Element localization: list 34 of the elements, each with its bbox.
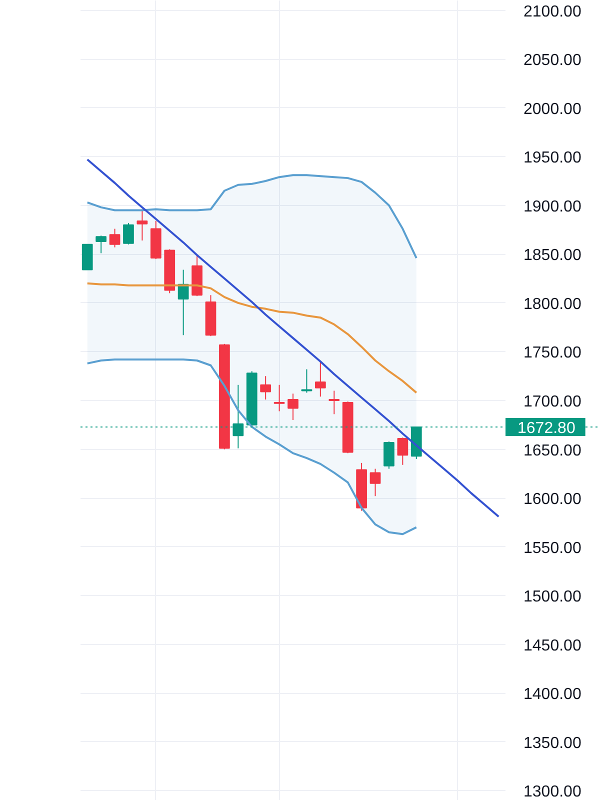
y-tick-label: 1300.00	[524, 784, 582, 800]
y-tick-label: 2000.00	[524, 100, 582, 118]
line-series	[86, 282, 418, 394]
y-tick-label: 1550.00	[524, 540, 582, 557]
line-series	[86, 158, 500, 518]
candlestick	[109, 228, 120, 248]
y-tick-label: 1350.00	[524, 734, 582, 752]
line-series	[86, 358, 418, 536]
y-tick-label: 2100.00	[524, 3, 582, 20]
y-tick-label: 1450.00	[524, 637, 582, 654]
candlestick	[384, 440, 394, 470]
candlestick	[123, 222, 134, 245]
candlestick	[136, 208, 148, 241]
ref-line-label: 1672.80	[518, 420, 576, 438]
candlestick	[397, 437, 408, 466]
y-tick-label: 1750.00	[524, 344, 582, 362]
candlestick	[96, 235, 106, 254]
candlestick	[314, 360, 326, 398]
y-tick-label: 2050.00	[524, 52, 582, 70]
line-series	[86, 174, 418, 260]
candlestick	[288, 393, 298, 421]
y-tick-label: 1650.00	[524, 442, 582, 460]
candlestick	[274, 384, 285, 412]
y-tick-label: 1950.00	[524, 150, 582, 167]
candlestick	[370, 468, 381, 497]
y-tick-label: 1600.00	[524, 491, 582, 508]
candlestick	[260, 376, 272, 400]
candlestick	[328, 390, 340, 415]
y-tick-label: 1500.00	[524, 588, 582, 606]
y-tick-label: 1700.00	[524, 394, 582, 410]
y-tick-label: 1850.00	[524, 247, 582, 264]
y-tick-label: 1800.00	[524, 296, 582, 313]
y-tick-label: 1400.00	[524, 686, 582, 704]
y-tick-label: 1900.00	[524, 198, 582, 216]
